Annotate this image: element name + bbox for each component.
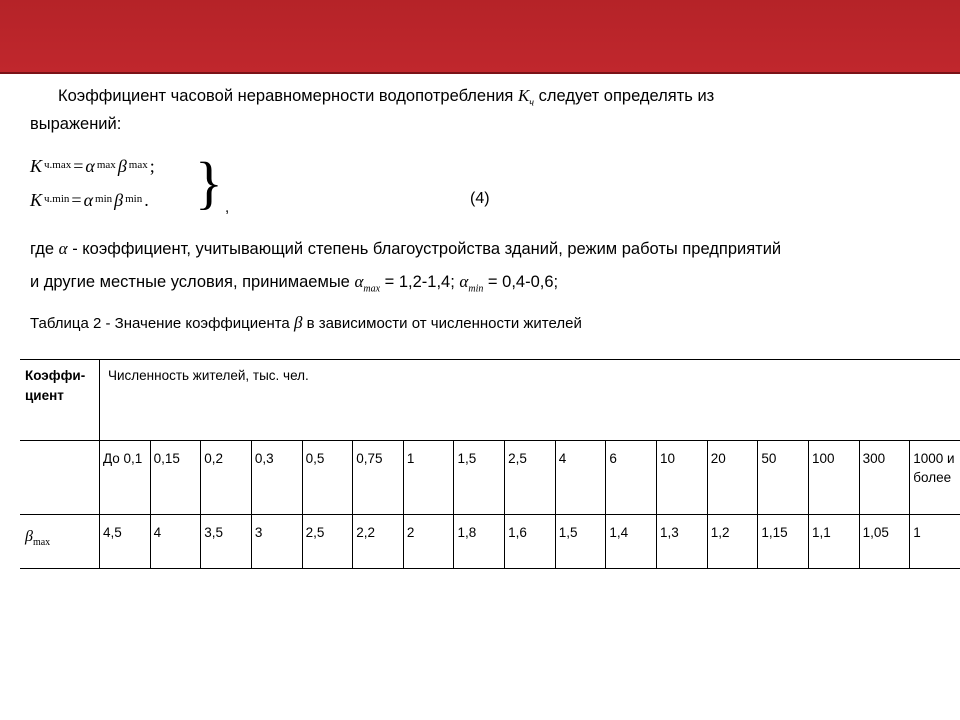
table-cell: 4	[151, 515, 202, 569]
table-empty-cell	[20, 441, 100, 514]
table-cell: 1,8	[454, 515, 505, 569]
table-cell: 1	[910, 515, 960, 569]
symbol-Kch: Kч	[518, 86, 534, 105]
table-column-header: 50	[758, 441, 809, 514]
formula-block: Kч.max = αmax βmax ; Kч.min = αmin βmin …	[30, 153, 930, 213]
intro-text-b: следует определять из	[534, 87, 714, 105]
table-column-header: 0,3	[252, 441, 303, 514]
symbol-alpha: α	[59, 239, 68, 258]
table-population-header: Численность жителей, тыс. чел.	[100, 360, 960, 439]
table-column-header: 0,2	[201, 441, 252, 514]
table-2: Коэффи-циент Численность жителей, тыс. ч…	[20, 359, 960, 569]
table-cell: 1,6	[505, 515, 556, 569]
table-cell: 4,5	[100, 515, 151, 569]
table-cell: 3	[252, 515, 303, 569]
table-column-header: 300	[860, 441, 911, 514]
table-columns-row: До 0,10,150,20,30,50,7511,52,54610205010…	[20, 441, 960, 515]
symbol-alpha-max: αmax	[354, 272, 380, 291]
table-cell: 1,5	[556, 515, 607, 569]
table-column-header: 100	[809, 441, 860, 514]
table-caption: Таблица 2 - Значение коэффициента β в за…	[30, 311, 930, 336]
table-cell: 2,2	[353, 515, 404, 569]
table-column-header: 0,5	[303, 441, 354, 514]
table-column-header: 10	[657, 441, 708, 514]
table-cell: 1,4	[606, 515, 657, 569]
where-paragraph-2: и другие местные условия, принимаемые αm…	[30, 270, 930, 297]
formula-line-1: Kч.max = αmax βmax ;	[30, 153, 930, 179]
table-cell: 1,2	[708, 515, 759, 569]
table-cell: 2	[404, 515, 455, 569]
table-cell: 2,5	[303, 515, 354, 569]
table-header-row: Коэффи-циент Численность жителей, тыс. ч…	[20, 360, 960, 440]
table-cell: 1,15	[758, 515, 809, 569]
table-column-header: 1	[404, 441, 455, 514]
symbol-alpha-min: αmin	[459, 272, 483, 291]
intro-text-c: выражений:	[30, 113, 930, 137]
table-cell: 1,3	[657, 515, 708, 569]
header-bar	[0, 0, 960, 74]
intro-text-a: Коэффициент часовой неравномерности водо…	[58, 87, 518, 105]
table-betamax-row: βmax 4,543,532,52,221,81,61,51,41,31,21,…	[20, 515, 960, 569]
table-column-header: 6	[606, 441, 657, 514]
table-column-header: 1000 и более	[910, 441, 960, 514]
table-row-label-betamax: βmax	[20, 515, 100, 569]
where-paragraph-1: где α - коэффициент, учитывающий степень…	[30, 237, 930, 262]
table-column-header: 20	[708, 441, 759, 514]
table-cell: 1,1	[809, 515, 860, 569]
table-column-header: 1,5	[454, 441, 505, 514]
document-content: Коэффициент часовой неравномерности водо…	[0, 74, 960, 569]
table-column-header: 0,15	[151, 441, 202, 514]
table-coef-header: Коэффи-циент	[20, 360, 100, 439]
table-column-header: 4	[556, 441, 607, 514]
equation-number: (4)	[470, 187, 490, 210]
table-column-header: До 0,1	[100, 441, 151, 514]
table-cell: 1,05	[860, 515, 911, 569]
formula-comma: ,	[225, 197, 229, 219]
table-column-header: 2,5	[505, 441, 556, 514]
table-column-header: 0,75	[353, 441, 404, 514]
intro-paragraph: Коэффициент часовой неравномерности водо…	[30, 84, 930, 111]
table-cell: 3,5	[201, 515, 252, 569]
